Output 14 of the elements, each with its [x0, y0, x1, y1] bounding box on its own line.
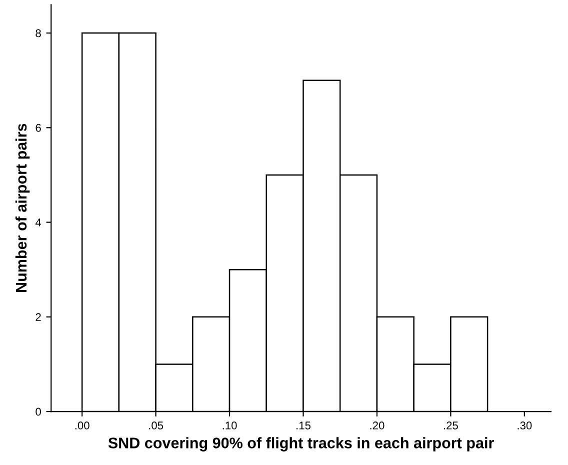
x-tick-label: .25 [444, 422, 458, 430]
y-axis-title: Number of airport pairs [15, 124, 30, 292]
y-tick-label: 2 [36, 313, 41, 321]
y-tick-label: 4 [35, 218, 42, 226]
y-tick-label: 8 [36, 29, 41, 38]
y-tick-label: 6 [36, 124, 41, 132]
y-tick-label: 0 [36, 408, 41, 416]
x-tick-label: .05 [149, 422, 164, 430]
x-tick-label: .30 [518, 422, 532, 430]
x-axis-title: SND covering 90% of flight tracks in each airport pair [108, 437, 494, 452]
x-tick-label: .20 [370, 422, 384, 430]
x-tick-label: .10 [222, 422, 237, 430]
x-tick-label: .00 [75, 422, 90, 430]
x-tick-label: .15 [296, 422, 311, 430]
